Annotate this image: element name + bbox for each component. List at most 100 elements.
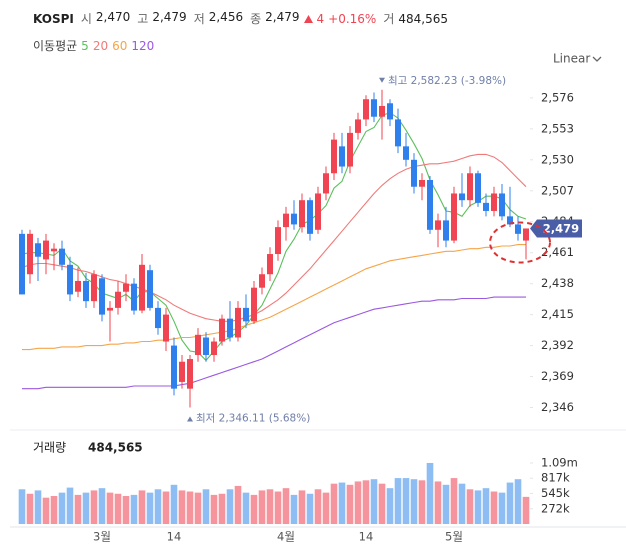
candle-body: [75, 280, 81, 292]
y-tick-label: 2,507: [541, 183, 574, 197]
candle-body: [131, 283, 137, 311]
candle-body: [67, 264, 73, 295]
y-tick-label: 2,415: [541, 307, 574, 321]
volume-bar: [282, 488, 290, 524]
candle-body: [43, 240, 49, 260]
candle-body: [115, 291, 121, 308]
volume-tick-label: 272k: [541, 501, 570, 515]
x-tick-label: 14: [359, 530, 374, 544]
legend: 5 20 60 120: [81, 39, 154, 53]
candle-body: [195, 334, 201, 355]
header: KOSPI 시 2,470 고 2,479 저 2,456 종 2,479 4 +0.16% …: [33, 10, 448, 27]
volume-total: 484,565: [398, 11, 448, 26]
header-stats: 시 2,470 고 2,479 저 2,456 종 2,479: [78, 10, 300, 27]
volume-value: 484,565: [88, 441, 143, 455]
y-tick-label: 2,530: [541, 152, 574, 166]
volume-bar: [522, 496, 530, 524]
candle-body: [451, 193, 457, 241]
volume-bar: [26, 493, 34, 524]
volume-bar: [194, 492, 202, 524]
volume-bar: [346, 484, 354, 524]
volume-bar: [234, 485, 242, 524]
candle-body: [459, 193, 465, 201]
candle-body: [259, 274, 265, 288]
volume-bar: [218, 493, 226, 524]
volume-bar: [474, 490, 482, 524]
candle-body: [387, 103, 393, 120]
stat-value: 2,470: [95, 10, 131, 24]
volume-bar: [74, 494, 82, 524]
candle-body: [419, 180, 425, 187]
ma-line: [22, 244, 526, 351]
candle-body: [379, 105, 385, 117]
stat-label: 종: [250, 12, 262, 26]
candle-body: [179, 361, 185, 382]
last-price-box: [530, 219, 582, 238]
volume-bar: [306, 493, 314, 524]
y-tick-label: 2,553: [541, 121, 574, 135]
volume-bar: [162, 491, 170, 524]
candle-body: [291, 213, 297, 225]
candle-body: [139, 264, 145, 311]
candle-body: [363, 99, 369, 120]
candle-body: [403, 146, 409, 160]
volume-bar: [50, 496, 58, 524]
volume-label: 거래량: [33, 441, 66, 455]
volume-bar: [58, 492, 66, 524]
candle-body: [315, 193, 321, 230]
candle-body: [51, 248, 57, 252]
volume-bar: [138, 490, 146, 524]
volume-tick-label: 817k: [541, 471, 570, 485]
candle-body: [355, 119, 361, 133]
ma-label: 이동평균: [33, 39, 78, 53]
candle-body: [99, 278, 105, 315]
volume-bar: [210, 494, 218, 524]
volume-bar: [266, 489, 274, 524]
volume-bar: [514, 479, 522, 524]
volume-bar: [290, 494, 298, 524]
volume-bar: [378, 483, 386, 524]
candle-body: [59, 248, 65, 265]
high-marker: [379, 77, 385, 83]
candle-body: [491, 193, 497, 211]
volume-bar: [66, 487, 74, 524]
y-tick-label: 2,392: [541, 338, 574, 352]
last-price-label: 2,479: [543, 221, 579, 235]
volume-bar: [330, 483, 338, 524]
volume-bar: [274, 491, 282, 524]
scale-chevron[interactable]: [592, 56, 602, 62]
volume-bar: [186, 491, 194, 524]
y-tick-label: 2,369: [541, 369, 574, 383]
candle-body: [187, 359, 193, 389]
volume-bar: [506, 482, 514, 524]
scale-select[interactable]: Linear: [553, 52, 590, 66]
volume-bar: [42, 497, 50, 524]
legend-entry: 20: [92, 38, 109, 53]
up-triangle: [303, 14, 313, 23]
candle-body: [299, 200, 305, 228]
candle-body: [499, 193, 505, 217]
candle-body: [211, 341, 217, 355]
candle-body: [427, 180, 433, 230]
x-tick-label: 3월: [93, 530, 111, 544]
volume-bar: [362, 480, 370, 524]
candle-body: [27, 233, 33, 275]
volume-bar: [106, 492, 114, 524]
volume-bar: [146, 492, 154, 524]
legend-entry: 120: [131, 38, 155, 53]
volume-bar: [154, 489, 162, 524]
candle-body: [443, 220, 449, 241]
low-annotation: 최저 2,346.11 (5.68%): [196, 413, 310, 425]
volume-tick-label: 545k: [541, 486, 570, 500]
stat-value: 2,479: [152, 10, 187, 24]
volume-bar: [242, 492, 250, 524]
volume-bar: [434, 481, 442, 524]
candle-body: [275, 227, 281, 255]
candle-body: [123, 283, 129, 292]
stat-value: 2,479: [265, 10, 300, 24]
volume-bar: [338, 482, 346, 524]
candle-body: [515, 224, 521, 234]
volume-bar: [498, 492, 506, 524]
